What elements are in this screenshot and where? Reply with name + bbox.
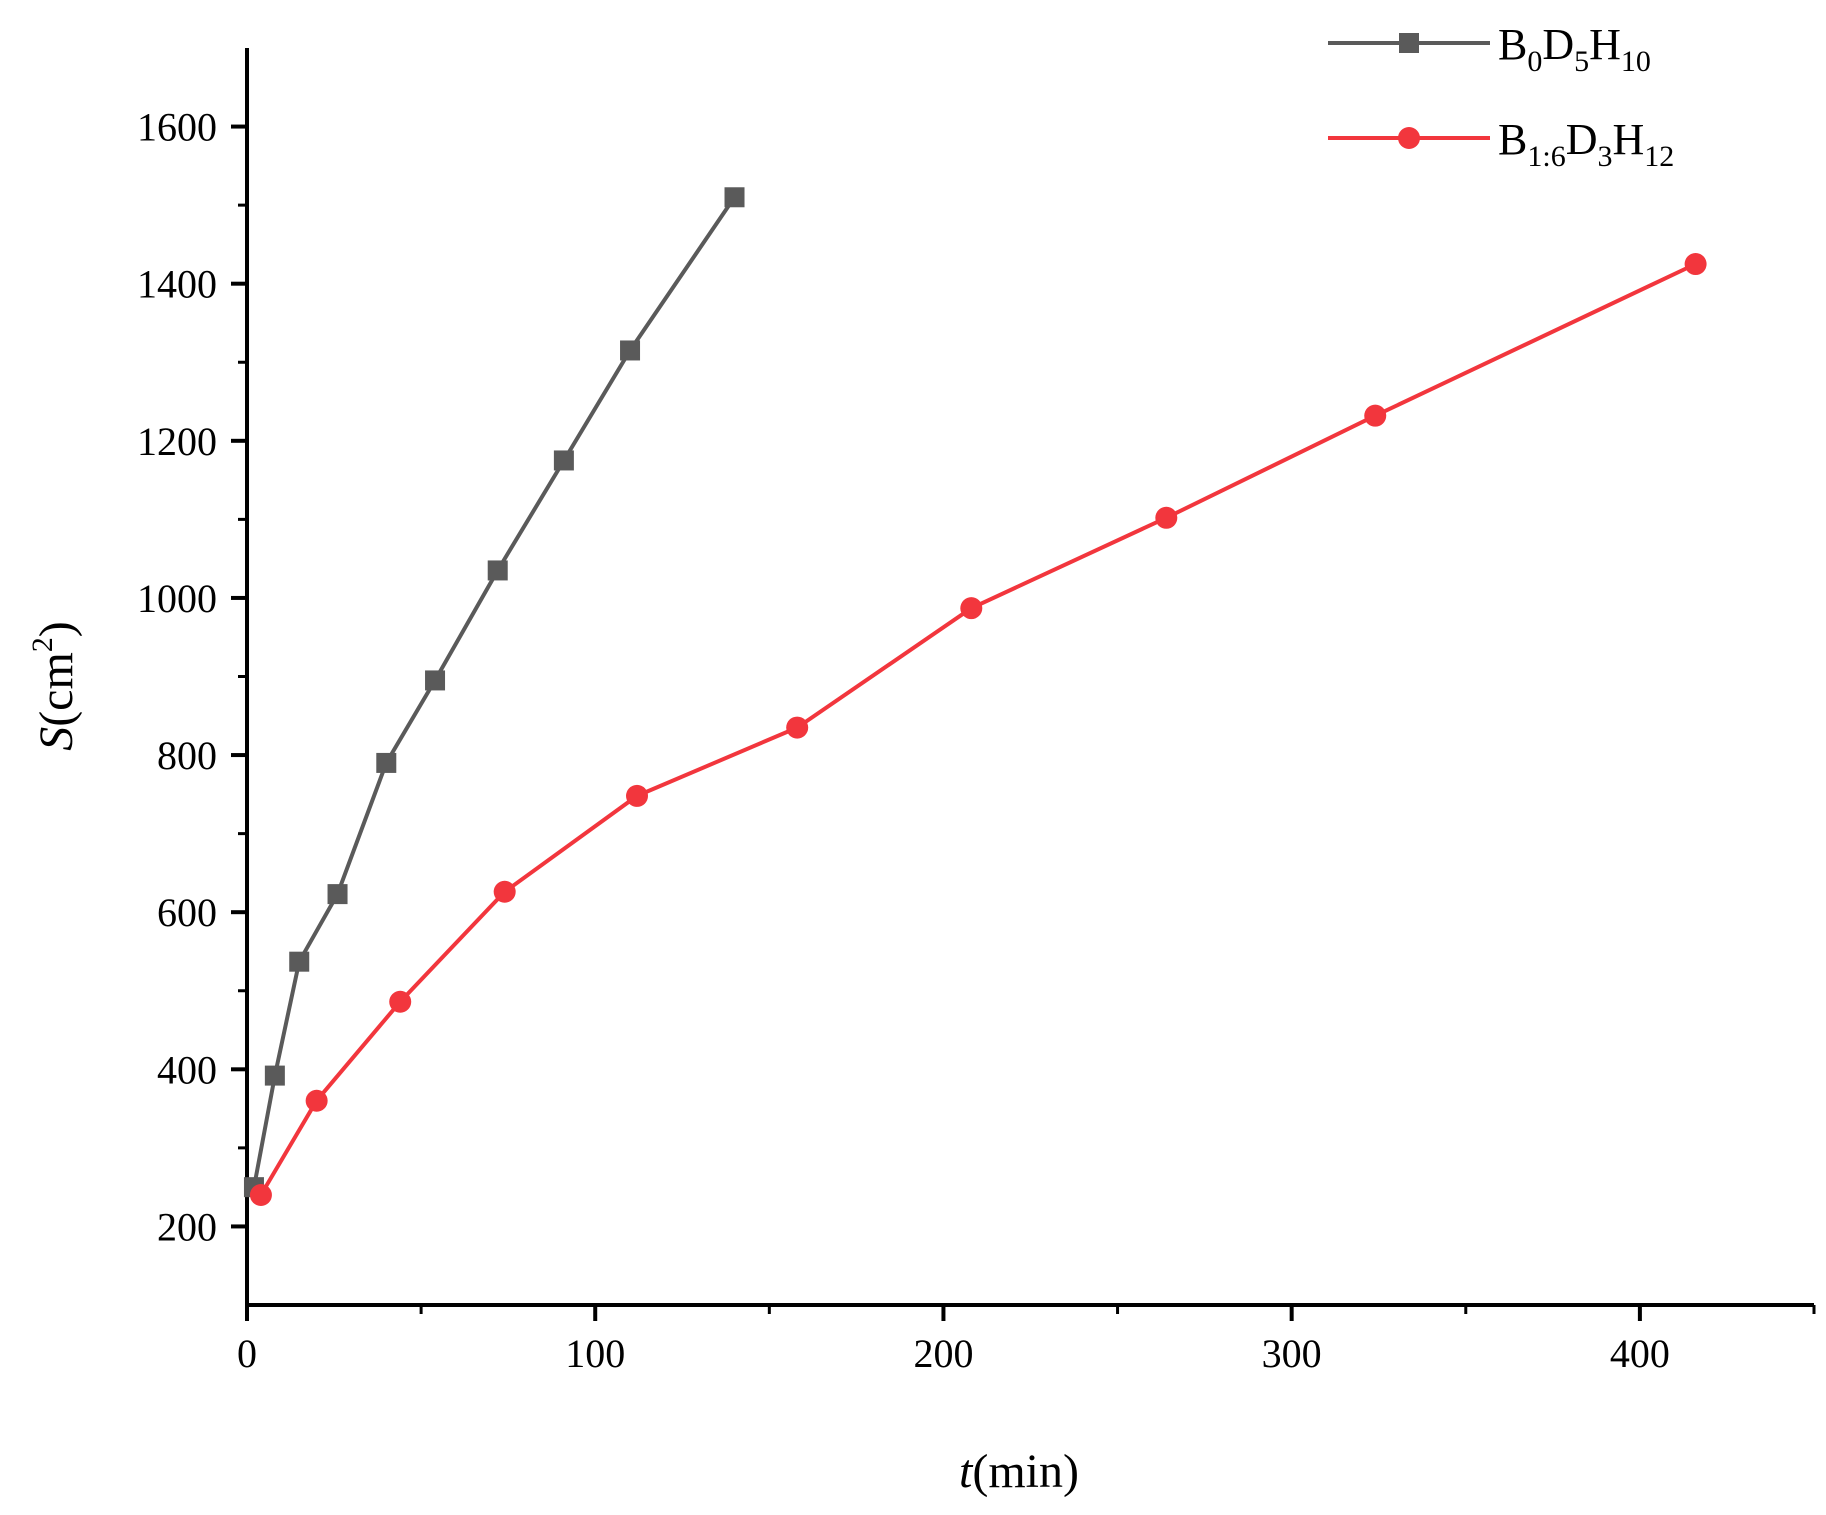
series-2 bbox=[249, 253, 1707, 1207]
data-point bbox=[249, 1184, 272, 1207]
series-layer bbox=[243, 187, 1707, 1207]
axes: 0 100 200 300 400200400600800100012001400160… bbox=[137, 48, 1816, 1376]
legend-label-subscript: 3 bbox=[1597, 140, 1612, 173]
y-tick-label: 800 bbox=[157, 733, 217, 778]
legend-marker bbox=[1398, 127, 1420, 149]
data-point bbox=[724, 187, 745, 208]
y-tick-label: 400 bbox=[157, 1047, 217, 1092]
data-point bbox=[327, 884, 348, 905]
legend-label-part: H bbox=[1589, 20, 1621, 69]
data-point bbox=[1364, 404, 1387, 427]
legend-label-subscript: 5 bbox=[1574, 45, 1589, 78]
data-point bbox=[960, 597, 983, 620]
series-line bbox=[252, 196, 737, 1188]
legend-label-part: B bbox=[1498, 115, 1527, 164]
legend-label: B0D5H10 bbox=[1498, 20, 1651, 78]
legend-label-part: B bbox=[1498, 20, 1527, 69]
legend-label: B1:6D3H12 bbox=[1498, 115, 1674, 173]
y-tick-label: 1200 bbox=[137, 419, 217, 464]
x-axis-title: t(min) bbox=[959, 1445, 1079, 1498]
x-axis-title-unit: (min) bbox=[972, 1445, 1079, 1498]
legend-label-subscript: 12 bbox=[1644, 140, 1674, 173]
data-point bbox=[626, 784, 649, 807]
legend-label-part: H bbox=[1612, 115, 1644, 164]
data-point bbox=[376, 752, 397, 773]
series-1 bbox=[243, 187, 745, 1198]
data-point bbox=[487, 560, 508, 581]
legend-label-subscript: 1:6 bbox=[1527, 140, 1565, 173]
y-axis-title-sup: 2 bbox=[26, 637, 59, 652]
y-tick-label: 1600 bbox=[137, 105, 217, 150]
x-axis-title-var: t bbox=[959, 1445, 974, 1498]
legend-item-2: B1:6D3H12 bbox=[1328, 115, 1674, 173]
y-tick-label: 1000 bbox=[137, 576, 217, 621]
data-point bbox=[553, 450, 574, 471]
y-axis-title-unit: (cm bbox=[30, 652, 83, 727]
data-point bbox=[289, 951, 310, 972]
data-point bbox=[1155, 506, 1178, 529]
x-tick-label: 0 bbox=[237, 1331, 257, 1376]
x-tick-label: 100 bbox=[565, 1331, 625, 1376]
data-point bbox=[1684, 253, 1707, 276]
data-point bbox=[425, 670, 446, 691]
data-point bbox=[493, 880, 516, 903]
y-axis-title-var: S bbox=[30, 727, 83, 751]
x-tick-label: 300 bbox=[1262, 1331, 1322, 1376]
legend-marker bbox=[1399, 33, 1419, 53]
legend-label-subscript: 10 bbox=[1621, 45, 1651, 78]
data-point bbox=[786, 716, 809, 739]
data-point bbox=[389, 990, 412, 1013]
legend-label-part: D bbox=[1566, 115, 1598, 164]
data-point bbox=[264, 1065, 285, 1086]
x-tick-label: 200 bbox=[913, 1331, 973, 1376]
y-axis-title: S(cm2) bbox=[26, 621, 83, 751]
legend-item-1: B0D5H10 bbox=[1328, 20, 1651, 78]
y-tick-label: 200 bbox=[157, 1204, 217, 1249]
legend-label-subscript: 0 bbox=[1527, 45, 1542, 78]
data-point bbox=[620, 340, 641, 361]
series-line bbox=[259, 262, 1697, 1197]
axis-titles: t(min) S(cm2) bbox=[26, 621, 1079, 1498]
data-point bbox=[305, 1089, 328, 1112]
y-axis-title-close: ) bbox=[30, 621, 83, 637]
y-tick-label: 600 bbox=[157, 890, 217, 935]
x-tick-label: 400 bbox=[1610, 1331, 1670, 1376]
y-tick-label: 1400 bbox=[137, 262, 217, 307]
legend-label-part: D bbox=[1542, 20, 1574, 69]
